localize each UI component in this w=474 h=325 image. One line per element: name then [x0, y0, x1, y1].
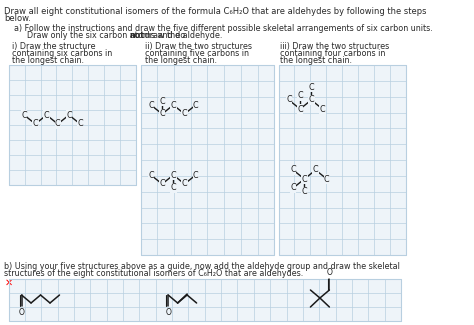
Text: draw the aldehyde.: draw the aldehyde.: [142, 31, 223, 40]
Text: O: O: [18, 308, 25, 317]
Text: C: C: [291, 165, 296, 175]
Text: containing four carbons in: containing four carbons in: [280, 49, 386, 58]
Text: C: C: [301, 188, 307, 197]
Text: C: C: [55, 120, 61, 128]
Bar: [9, 65, 136, 185]
Text: ii) Draw the two structures: ii) Draw the two structures: [145, 42, 252, 51]
Text: C: C: [301, 175, 307, 184]
Text: b) Using your five structures above as a guide, now add the aldehyde group and d: b) Using your five structures above as a…: [4, 262, 400, 271]
Text: C: C: [193, 100, 199, 110]
Text: below.: below.: [4, 14, 31, 23]
Text: containing six carbons in: containing six carbons in: [12, 49, 112, 58]
Text: C: C: [159, 97, 165, 106]
Bar: [9, 279, 401, 321]
Text: C: C: [159, 110, 165, 119]
Bar: [9, 65, 136, 185]
Text: C: C: [21, 111, 27, 120]
Text: C: C: [291, 184, 296, 192]
Text: C: C: [286, 96, 292, 105]
Text: i) Draw the structure: i) Draw the structure: [12, 42, 96, 51]
Text: C: C: [319, 105, 325, 113]
Text: C: C: [148, 171, 154, 179]
Text: the longest chain.: the longest chain.: [145, 56, 217, 65]
Text: C: C: [182, 110, 187, 119]
Text: C: C: [297, 92, 303, 100]
Text: O: O: [327, 268, 332, 277]
Text: O: O: [165, 308, 171, 317]
Text: C: C: [313, 165, 319, 175]
Text: C: C: [171, 184, 176, 192]
Text: the longest chain.: the longest chain.: [12, 56, 84, 65]
Text: ✕: ✕: [5, 278, 13, 288]
Text: C: C: [159, 179, 165, 188]
Text: C: C: [77, 120, 83, 128]
Text: C: C: [309, 83, 314, 92]
Bar: [279, 65, 406, 255]
Bar: [279, 65, 406, 255]
Text: not: not: [129, 31, 145, 40]
Text: C: C: [171, 171, 176, 179]
Text: C: C: [148, 100, 154, 110]
Text: a) Follow the instructions and draw the five different possible skeletal arrange: a) Follow the instructions and draw the …: [4, 24, 433, 33]
Text: the longest chain.: the longest chain.: [280, 56, 352, 65]
Text: C: C: [309, 96, 314, 105]
Text: C: C: [33, 120, 38, 128]
Bar: [141, 65, 274, 255]
Text: Draw all eight constitutional isomers of the formula C₆H₂O that are aldehydes by: Draw all eight constitutional isomers of…: [4, 7, 427, 16]
Text: iii) Draw the two structures: iii) Draw the two structures: [280, 42, 390, 51]
Bar: [9, 279, 401, 321]
Text: C: C: [171, 100, 176, 110]
Text: Draw only the six carbon atoms and do: Draw only the six carbon atoms and do: [17, 31, 188, 40]
Text: C: C: [66, 111, 72, 120]
Text: C: C: [44, 111, 49, 120]
Text: C: C: [193, 171, 199, 179]
Text: containing five carbons in: containing five carbons in: [145, 49, 249, 58]
Text: structures of the eight constitutional isomers of C₆H₂O that are aldehydes.: structures of the eight constitutional i…: [4, 269, 303, 278]
Text: C: C: [182, 179, 187, 188]
Text: C: C: [324, 175, 329, 184]
Text: C: C: [297, 105, 303, 113]
Bar: [141, 65, 274, 255]
